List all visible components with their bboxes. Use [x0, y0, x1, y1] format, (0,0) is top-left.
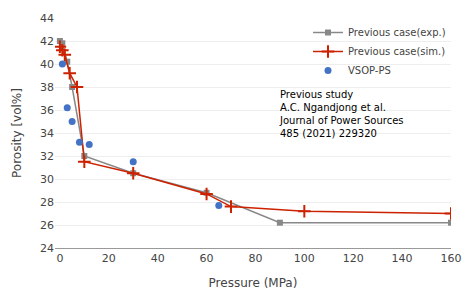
- svg-text:28: 28: [40, 196, 54, 209]
- svg-text:Pressure (MPa): Pressure (MPa): [209, 276, 298, 290]
- svg-text:38: 38: [40, 81, 54, 94]
- svg-text:34: 34: [40, 127, 54, 140]
- svg-text:24: 24: [40, 242, 54, 255]
- svg-text:36: 36: [40, 104, 54, 117]
- svg-text:Previous case(exp.): Previous case(exp.): [348, 27, 446, 38]
- svg-text:40: 40: [40, 58, 54, 71]
- svg-text:40: 40: [151, 252, 165, 265]
- svg-text:120: 120: [343, 252, 364, 265]
- svg-text:42: 42: [40, 35, 54, 48]
- svg-text:VSOP-PS: VSOP-PS: [348, 65, 391, 76]
- svg-text:Previous studyA.C. Ngandjong e: Previous studyA.C. Ngandjong et al.Journ…: [279, 89, 404, 139]
- svg-text:80: 80: [248, 252, 262, 265]
- svg-text:32: 32: [40, 150, 54, 163]
- svg-text:30: 30: [40, 173, 54, 186]
- svg-text:Porosity [vol%]: Porosity [vol%]: [10, 88, 24, 178]
- svg-text:60: 60: [200, 252, 214, 265]
- svg-text:160: 160: [441, 252, 462, 265]
- svg-text:26: 26: [40, 219, 54, 232]
- svg-text:0: 0: [56, 252, 63, 265]
- svg-text:Previous case(sim.): Previous case(sim.): [348, 46, 445, 57]
- svg-text:100: 100: [294, 252, 315, 265]
- svg-text:20: 20: [102, 252, 116, 265]
- svg-text:44: 44: [40, 12, 54, 25]
- svg-text:140: 140: [392, 252, 413, 265]
